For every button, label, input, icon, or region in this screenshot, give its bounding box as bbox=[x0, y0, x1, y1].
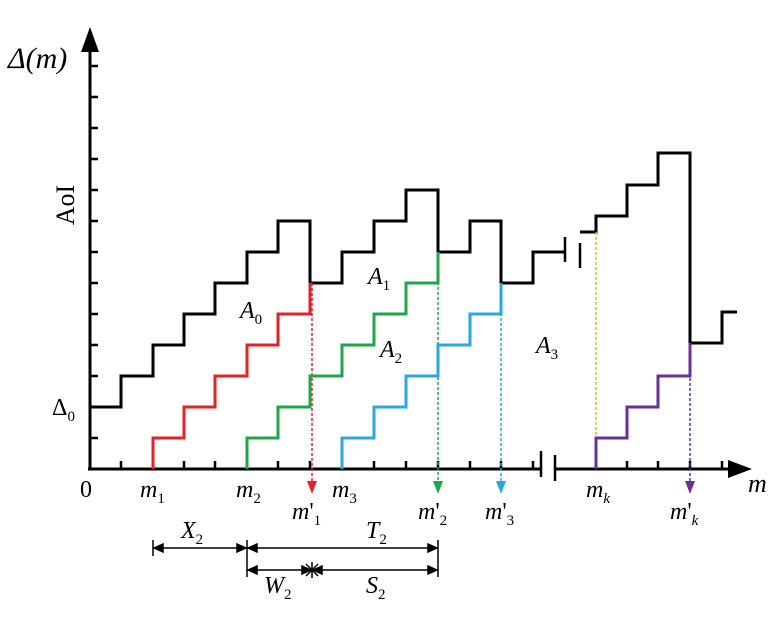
interval-w2-label: W2 bbox=[264, 573, 292, 603]
origin-label: 0 bbox=[80, 477, 92, 503]
y-axis-arrowhead bbox=[81, 27, 99, 52]
axes bbox=[88, 45, 740, 471]
y-axis-quantity-label: AoI bbox=[51, 185, 80, 225]
interval-t2-label: T2 bbox=[366, 518, 387, 548]
tick-mk-prime: m'k bbox=[670, 499, 699, 529]
tick-m2-prime: m'2 bbox=[418, 499, 447, 529]
y-axis-label: Δ(m) bbox=[7, 42, 67, 75]
x-axis-arrowhead bbox=[728, 460, 752, 478]
interval-x2-label: X2 bbox=[180, 518, 203, 548]
packet1-staircase bbox=[151, 283, 312, 469]
area-a1-label: A1 bbox=[366, 264, 390, 294]
packet2-staircase bbox=[245, 252, 440, 469]
interval-star-marker-icon bbox=[305, 562, 319, 578]
interval-s2-label: S2 bbox=[366, 573, 386, 603]
tick-m2: m2 bbox=[236, 477, 261, 507]
packet3-staircase bbox=[340, 283, 503, 469]
x-axis-break-icon bbox=[539, 451, 557, 481]
aoi-curve-segment-1 bbox=[90, 188, 565, 409]
packetk-arrow-icon bbox=[685, 481, 695, 494]
packet3-arrow-icon bbox=[496, 481, 506, 494]
packetk-staircase bbox=[594, 343, 692, 469]
area-a3-label: A3 bbox=[534, 333, 558, 363]
delta0-label: Δ0 bbox=[52, 395, 75, 425]
area-a0-label: A0 bbox=[238, 298, 262, 328]
tick-m3: m3 bbox=[332, 477, 357, 507]
tick-mk: mk bbox=[586, 477, 610, 507]
x-axis-label: m bbox=[748, 469, 767, 498]
tick-m1-prime: m'1 bbox=[292, 499, 321, 529]
tick-m3-prime: m'3 bbox=[485, 499, 514, 529]
y-axis-ticks bbox=[90, 64, 98, 440]
interval-brackets bbox=[152, 540, 439, 577]
packet2-arrow-icon bbox=[433, 481, 443, 494]
tick-m1: m1 bbox=[140, 477, 165, 507]
aoi-curve-break-icon bbox=[563, 237, 582, 268]
area-a2-label: A2 bbox=[378, 337, 402, 367]
aoi-curve-segment-2 bbox=[580, 151, 737, 345]
packet1-arrow-icon bbox=[307, 481, 317, 494]
